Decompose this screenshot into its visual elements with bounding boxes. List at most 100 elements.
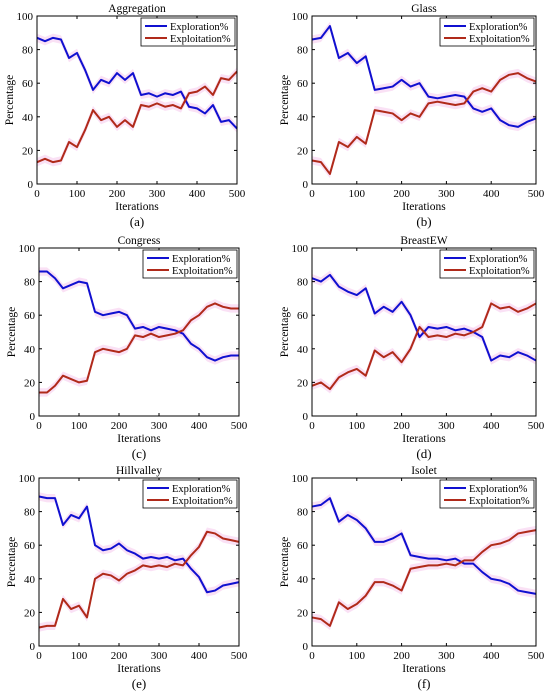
y-tick-label: 0 — [303, 411, 309, 423]
series-line-exploration — [311, 497, 537, 595]
panel-caption: (a) — [130, 214, 144, 229]
legend-label: Exploration% — [469, 484, 528, 495]
y-tick-label: 80 — [24, 277, 36, 289]
series-band-exploitation — [39, 527, 239, 632]
series-line-exploitation — [311, 302, 537, 391]
y-tick-label: 100 — [292, 473, 309, 485]
legend-label: Exploitation% — [469, 34, 530, 45]
x-tick-label: 400 — [189, 188, 206, 200]
axes-box — [38, 247, 240, 417]
y-tick-label: 20 — [297, 377, 309, 389]
legend-box — [439, 479, 535, 509]
y-axis-label: Percentage — [6, 537, 18, 587]
y-tick-label: 40 — [24, 344, 36, 356]
x-tick-label: 300 — [151, 650, 168, 662]
series-line-exploitation — [311, 529, 537, 627]
legend-box — [140, 17, 236, 47]
y-tick-label: 20 — [297, 607, 309, 619]
legend-box — [142, 249, 238, 279]
x-tick-label: 400 — [483, 650, 500, 662]
y-tick-label: 40 — [297, 344, 309, 356]
x-tick-label: 100 — [349, 188, 366, 200]
y-tick-label: 100 — [19, 473, 36, 485]
legend-label: Exploitation% — [172, 496, 233, 507]
chart-title: Hillvalley — [116, 465, 162, 477]
series-line-exploration — [311, 25, 537, 128]
y-tick-label: 60 — [297, 310, 309, 322]
x-tick-label: 500 — [231, 420, 248, 432]
series-line-exploitation — [39, 302, 239, 394]
y-tick-label: 0 — [28, 179, 34, 191]
legend-label: Exploitation% — [469, 266, 530, 277]
series-line-exploitation — [38, 530, 240, 629]
series-band-exploration — [312, 270, 536, 365]
x-tick-label: 200 — [111, 420, 128, 432]
chart-title: BreastEW — [400, 235, 447, 247]
legend-box — [439, 249, 535, 279]
y-tick-label: 100 — [292, 243, 309, 255]
chart-title: Isolet — [411, 465, 437, 477]
y-axis-label: Percentage — [6, 307, 18, 357]
y-tick-label: 80 — [24, 507, 36, 519]
chart-panel-5: 0 100 200 300 400 500 0 20 40 60 80 100 Hillvalley It… — [6, 465, 248, 691]
panel-caption: (b) — [416, 214, 431, 229]
legend-label: Exploration% — [469, 22, 528, 33]
y-tick-label: 20 — [22, 145, 34, 157]
legend-label: Exploration% — [172, 254, 231, 265]
x-tick-label: 100 — [349, 420, 366, 432]
x-axis-label: Iterations — [117, 663, 161, 675]
axes-box — [311, 15, 537, 185]
y-tick-label: 40 — [24, 574, 36, 586]
x-tick-label: 300 — [438, 420, 455, 432]
x-tick-label: 0 — [309, 650, 315, 662]
y-tick-label: 0 — [30, 411, 36, 423]
y-tick-label: 40 — [297, 112, 309, 124]
y-tick-label: 80 — [297, 507, 309, 519]
y-tick-label: 60 — [297, 540, 309, 552]
axes-box — [38, 477, 240, 647]
y-tick-label: 80 — [297, 45, 309, 57]
x-axis-label: Iterations — [402, 433, 446, 445]
x-tick-label: 400 — [483, 188, 500, 200]
x-tick-label: 200 — [393, 650, 410, 662]
panel-caption: (e) — [132, 676, 146, 691]
x-tick-label: 0 — [34, 188, 40, 200]
series-band-exploration — [39, 267, 239, 365]
chart-panel-6: 0 100 200 300 400 500 0 20 40 60 80 100 Isolet Iterat… — [279, 465, 545, 691]
x-tick-label: 500 — [528, 188, 545, 200]
y-tick-label: 60 — [24, 310, 36, 322]
x-tick-label: 0 — [309, 188, 315, 200]
series-band-exploration — [312, 493, 536, 599]
legend: Exploration%Exploitation% — [439, 479, 535, 509]
legend: Exploration%Exploitation% — [439, 17, 535, 47]
x-tick-label: 400 — [191, 420, 208, 432]
legend-label: Exploration% — [469, 254, 528, 265]
x-tick-label: 500 — [229, 188, 246, 200]
x-axis-label: Iterations — [402, 663, 446, 675]
panel-caption: (f) — [418, 676, 431, 691]
axes-box — [311, 247, 537, 417]
series-line-exploration — [38, 495, 240, 594]
series-line-exploitation — [311, 72, 537, 175]
y-tick-label: 100 — [292, 11, 309, 23]
legend-label: Exploration% — [172, 484, 231, 495]
x-axis-label: Iterations — [117, 433, 161, 445]
x-tick-label: 100 — [69, 188, 86, 200]
chart-panel-1: 0 100 200 300 400 500 0 20 40 60 80 100 Aggregation I… — [4, 3, 246, 229]
x-tick-label: 0 — [36, 650, 42, 662]
legend-label: Exploitation% — [170, 34, 231, 45]
x-tick-label: 0 — [309, 420, 315, 432]
legend-box — [439, 17, 535, 47]
series-line-exploration — [36, 36, 238, 130]
legend: Exploration%Exploitation% — [142, 479, 238, 509]
y-tick-label: 0 — [30, 641, 36, 653]
legend-label: Exploitation% — [172, 266, 233, 277]
panel-caption: (c) — [132, 446, 146, 461]
chart-panel-4: 0 100 200 300 400 500 0 20 40 60 80 100 BreastEW Iter… — [279, 235, 545, 461]
x-tick-label: 200 — [109, 188, 126, 200]
y-tick-label: 20 — [297, 145, 309, 157]
y-tick-label: 40 — [297, 574, 309, 586]
legend: Exploration%Exploitation% — [140, 17, 236, 47]
y-axis-label: Percentage — [279, 75, 291, 125]
legend-label: Exploitation% — [469, 496, 530, 507]
